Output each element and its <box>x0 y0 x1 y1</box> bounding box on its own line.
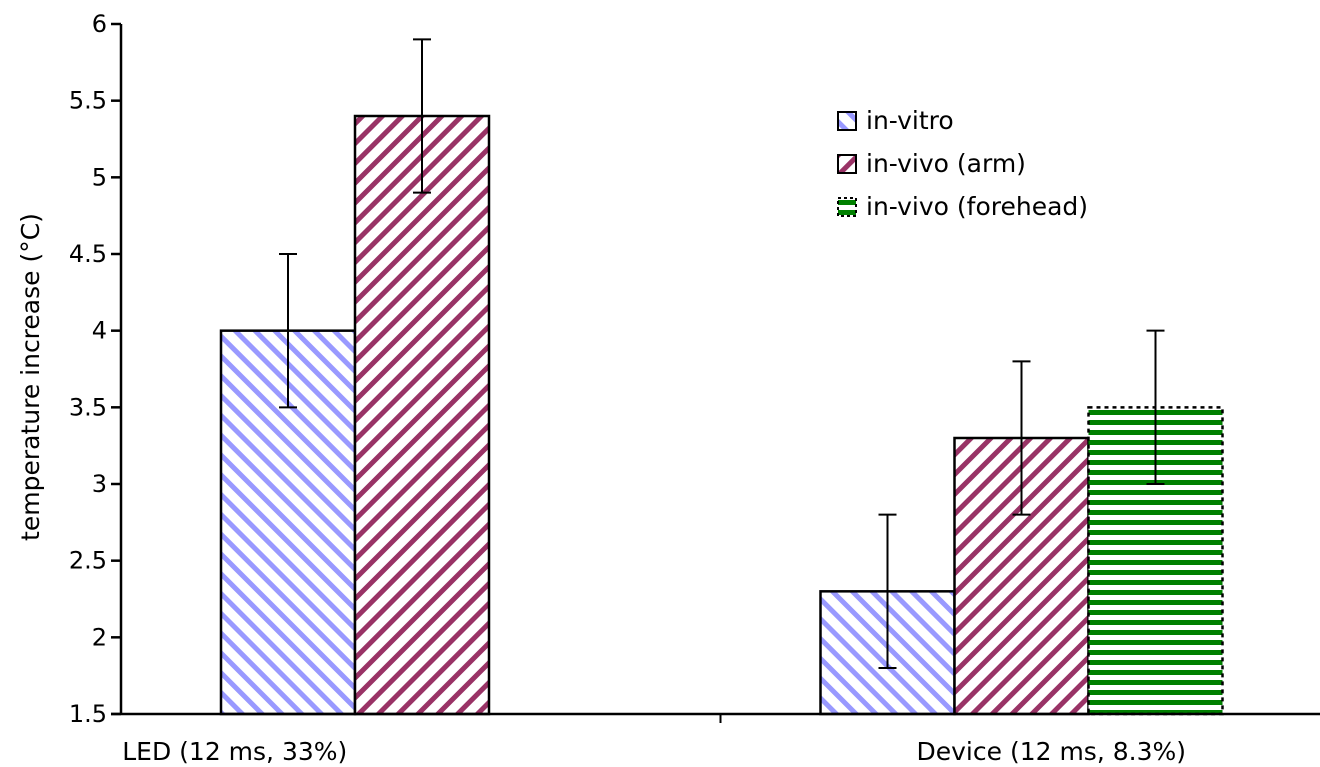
legend: in-vitro in-vivo (arm) in-vivo (forehead) <box>837 106 1088 221</box>
legend-label: in-vitro <box>866 106 954 135</box>
x-tick-label: Device (12 ms, 8.3%) <box>917 737 1187 766</box>
legend-swatch <box>837 111 857 131</box>
y-tick-label: 2.5 <box>69 547 107 575</box>
y-tick-label: 5.5 <box>69 87 107 115</box>
legend-label: in-vivo (forehead) <box>866 192 1088 221</box>
y-tick-label: 3 <box>92 470 107 498</box>
y-tick-label: 4.5 <box>69 240 107 268</box>
axes-layer: LED (12 ms, 33%) Device (12 ms, 8.3%) 1.5 2… <box>69 10 1320 766</box>
y-tick-label: 2 <box>92 623 107 651</box>
y-tick-label: 1.5 <box>69 700 107 728</box>
legend-swatch <box>837 154 857 174</box>
y-tick-label: 5 <box>92 163 107 191</box>
y-tick-label: 6 <box>92 10 107 38</box>
bar-diagonal-up-0 <box>353 114 491 716</box>
legend-swatch <box>837 197 857 217</box>
x-tick-label: LED (12 ms, 33%) <box>122 737 347 766</box>
y-tick-label: 4 <box>92 317 107 345</box>
y-axis-title: temperature increase (°C) <box>16 213 45 541</box>
error-bars-layer <box>279 38 1165 669</box>
legend-label: in-vivo (arm) <box>866 149 1026 178</box>
y-tick-label: 3.5 <box>69 393 107 421</box>
